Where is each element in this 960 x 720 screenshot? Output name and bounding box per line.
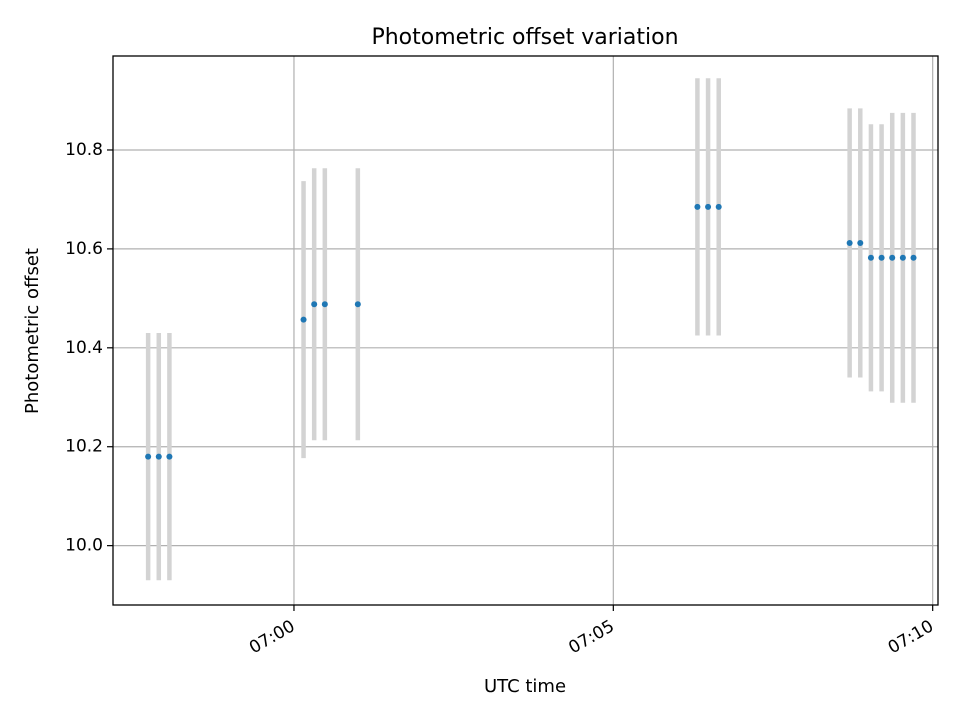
x-tick-label: 07:05 — [565, 616, 617, 658]
x-axis-ticks: 07:00 07:05 07:10 — [246, 605, 937, 658]
data-points — [145, 203, 917, 460]
data-point — [857, 239, 864, 246]
error-bars — [145, 78, 916, 581]
data-point — [694, 203, 701, 210]
data-point — [166, 453, 173, 460]
y-axis-ticks: 10.0 10.2 10.4 10.6 10.8 — [65, 140, 113, 556]
data-point — [145, 453, 152, 460]
data-point — [846, 239, 853, 246]
data-point — [705, 203, 712, 210]
data-point — [311, 301, 318, 308]
y-tick-label: 10.2 — [65, 437, 103, 457]
x-axis-label: UTC time — [484, 676, 566, 697]
data-point — [354, 301, 361, 308]
data-point — [321, 301, 328, 308]
y-axis-label: Photometric offset — [22, 248, 43, 414]
x-tick-label: 07:10 — [885, 616, 937, 658]
data-point — [878, 254, 885, 261]
data-point — [715, 203, 722, 210]
y-tick-label: 10.0 — [65, 536, 103, 556]
y-tick-label: 10.6 — [65, 239, 103, 259]
y-tick-label: 10.4 — [65, 338, 103, 358]
data-point — [899, 254, 906, 261]
grid — [113, 56, 938, 605]
data-point — [300, 316, 307, 323]
data-point — [910, 254, 917, 261]
plot-frame — [112, 55, 939, 606]
x-tick-label: 07:00 — [246, 616, 298, 658]
chart-title: Photometric offset variation — [371, 25, 678, 50]
data-point — [889, 254, 896, 261]
data-point — [155, 453, 162, 460]
data-point — [867, 254, 874, 261]
y-tick-label: 10.8 — [65, 140, 103, 160]
